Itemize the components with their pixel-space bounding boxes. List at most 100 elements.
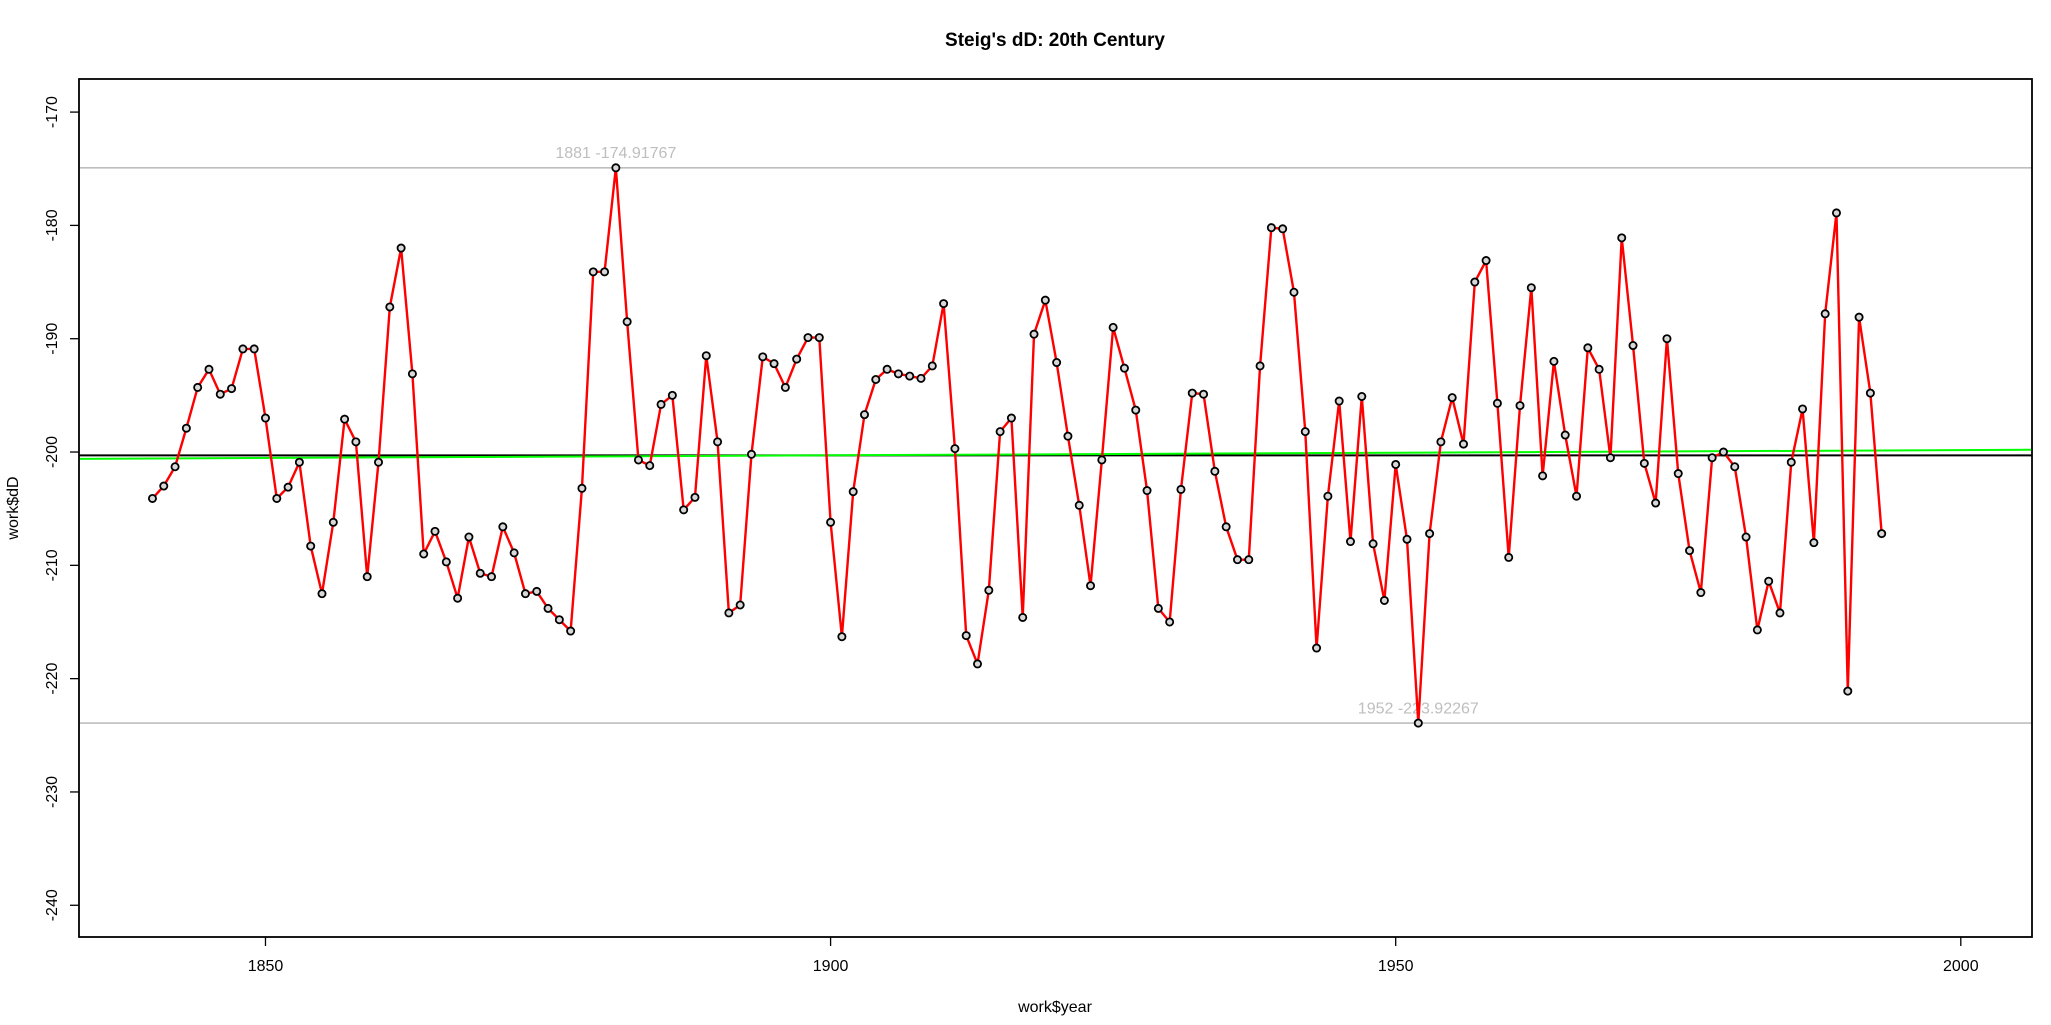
data-point [1594, 364, 1604, 374]
data-point [475, 568, 485, 578]
data-point [1673, 469, 1683, 479]
data-point [905, 371, 915, 381]
data-point [1854, 312, 1864, 322]
data-point [679, 505, 689, 515]
data-point [351, 437, 361, 447]
data-point [1662, 334, 1672, 344]
data-point [837, 632, 847, 642]
data-point [656, 399, 666, 409]
data-point [215, 389, 225, 399]
data-point [826, 517, 836, 527]
y-tick-label: -170 [44, 96, 61, 128]
data-point [385, 302, 395, 312]
data-point [407, 369, 417, 379]
x-tick-label: 1850 [248, 958, 284, 975]
data-point [633, 455, 643, 465]
x-axis-label: work$year [1017, 999, 1092, 1016]
data-point [690, 492, 700, 502]
data-point [645, 461, 655, 471]
data-point [973, 659, 983, 669]
data-point [1052, 358, 1062, 368]
data-point [1244, 555, 1254, 565]
data-point [1492, 398, 1502, 408]
data-point [340, 414, 350, 424]
data-point [1018, 612, 1028, 622]
data-point [871, 375, 881, 385]
data-point [848, 487, 858, 497]
data-point [227, 384, 237, 394]
data-point [859, 410, 869, 420]
data-point [1402, 534, 1412, 544]
data-point [1605, 453, 1615, 463]
data-point [1006, 413, 1016, 423]
data-point [893, 369, 903, 379]
data-point [441, 557, 451, 567]
data-point [1289, 287, 1299, 297]
data-point [803, 333, 813, 343]
data-point [927, 361, 937, 371]
data-point [147, 493, 157, 503]
data-point [1255, 361, 1265, 371]
data-point [453, 593, 463, 603]
y-tick-label: -240 [44, 889, 61, 921]
chart-title: Steig's dD: 20th Century [945, 30, 1165, 51]
data-point [1221, 522, 1231, 532]
data-point [1560, 430, 1570, 440]
data-point [1526, 283, 1536, 293]
data-point [430, 526, 440, 536]
data-point [419, 549, 429, 559]
data-point [1831, 208, 1841, 218]
trend-line [79, 448, 2032, 460]
data-point [306, 541, 316, 551]
data-point [566, 626, 576, 636]
data-point [1334, 396, 1344, 406]
data-point [1108, 322, 1118, 332]
data-point [543, 603, 553, 613]
data-point [1368, 539, 1378, 549]
data-point [362, 572, 372, 582]
data-point [769, 359, 779, 369]
data-point [260, 413, 270, 423]
data-point [159, 481, 169, 491]
data-point [961, 631, 971, 641]
x-tick-label: 1950 [1378, 958, 1414, 975]
data-point [1786, 457, 1796, 467]
data-point [1481, 256, 1491, 266]
data-point [1877, 529, 1887, 539]
data-point [1074, 500, 1084, 510]
data-point [1470, 277, 1480, 287]
data-point [1040, 295, 1050, 305]
data-point [294, 457, 304, 467]
data-point [1391, 459, 1401, 469]
data-point [249, 344, 259, 354]
data-line [151, 166, 1883, 725]
data-point [520, 589, 530, 599]
y-tick-label: -220 [44, 663, 61, 695]
data-point [1447, 393, 1457, 403]
data-point [1798, 404, 1808, 414]
data-point [1707, 453, 1717, 463]
data-point [1504, 552, 1514, 562]
data-point [1266, 223, 1276, 233]
data-point [1515, 401, 1525, 411]
data-point [204, 364, 214, 374]
data-point [1628, 341, 1638, 351]
data-point [317, 589, 327, 599]
data-point [1210, 466, 1220, 476]
data-point [1865, 388, 1875, 398]
data-point [1300, 427, 1310, 437]
data-point [328, 517, 338, 527]
data-point [724, 608, 734, 618]
data-point [882, 364, 892, 374]
data-point [916, 373, 926, 383]
data-point [464, 532, 474, 542]
data-point [1357, 392, 1367, 402]
y-tick-label: -190 [44, 323, 61, 355]
data-point [509, 548, 519, 558]
y-axis-label: work$dD [5, 476, 22, 540]
data-point [611, 163, 621, 173]
data-point [1119, 363, 1129, 373]
data-point [487, 572, 497, 582]
data-point [1809, 538, 1819, 548]
